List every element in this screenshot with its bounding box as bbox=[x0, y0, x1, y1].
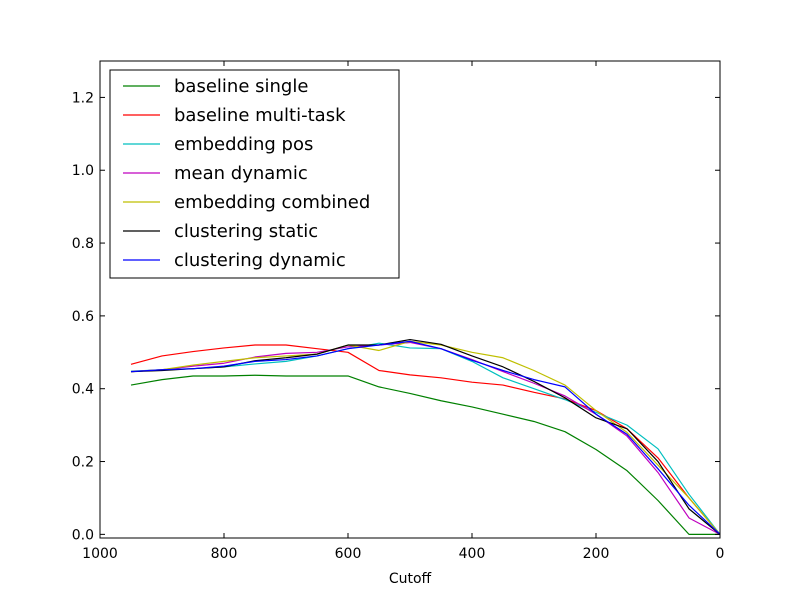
legend-entry: baseline single bbox=[174, 76, 308, 97]
series-line-baseline-multi-task bbox=[130, 344, 721, 535]
legend-entry: clustering static bbox=[174, 221, 318, 242]
y-tick-label: 0.2 bbox=[72, 455, 94, 471]
x-tick-label: 0 bbox=[716, 546, 725, 562]
x-tick-label: 200 bbox=[583, 546, 610, 562]
x-tick-label: 1000 bbox=[82, 546, 118, 562]
legend-entry: clustering dynamic bbox=[174, 250, 346, 271]
series-lines bbox=[130, 338, 721, 535]
legend-entry: baseline multi-task bbox=[174, 105, 346, 126]
x-tick-label: 400 bbox=[459, 546, 486, 562]
x-axis-label: Cutoff bbox=[389, 571, 432, 587]
axes: 1000 800 600 400 200 0 0.0 0.2 0.4 0.6 0.8 1.0 1.2 bbox=[72, 60, 725, 562]
legend-entry: embedding combined bbox=[174, 192, 370, 213]
y-tick-label: 0.8 bbox=[72, 236, 94, 252]
legend-entry: embedding pos bbox=[174, 134, 313, 155]
y-tick-label: 1.2 bbox=[72, 90, 94, 106]
legend-entry: mean dynamic bbox=[174, 163, 308, 184]
series-line-embedding-combined bbox=[130, 340, 721, 535]
plot-frame bbox=[99, 60, 721, 539]
x-tick-label: 800 bbox=[211, 546, 238, 562]
legend-box bbox=[109, 69, 400, 279]
y-tick-label: 1.0 bbox=[72, 163, 94, 179]
series-line-baseline-single bbox=[130, 374, 720, 535]
series-line-clustering-dynamic bbox=[130, 340, 721, 535]
x-tick-label: 600 bbox=[335, 546, 362, 562]
y-tick-label: 0.4 bbox=[72, 382, 94, 398]
y-tick-label: 0.6 bbox=[72, 309, 94, 325]
legend: baseline single baseline multi-task embedd… bbox=[109, 69, 400, 279]
y-tick-label: 0.0 bbox=[72, 527, 94, 543]
